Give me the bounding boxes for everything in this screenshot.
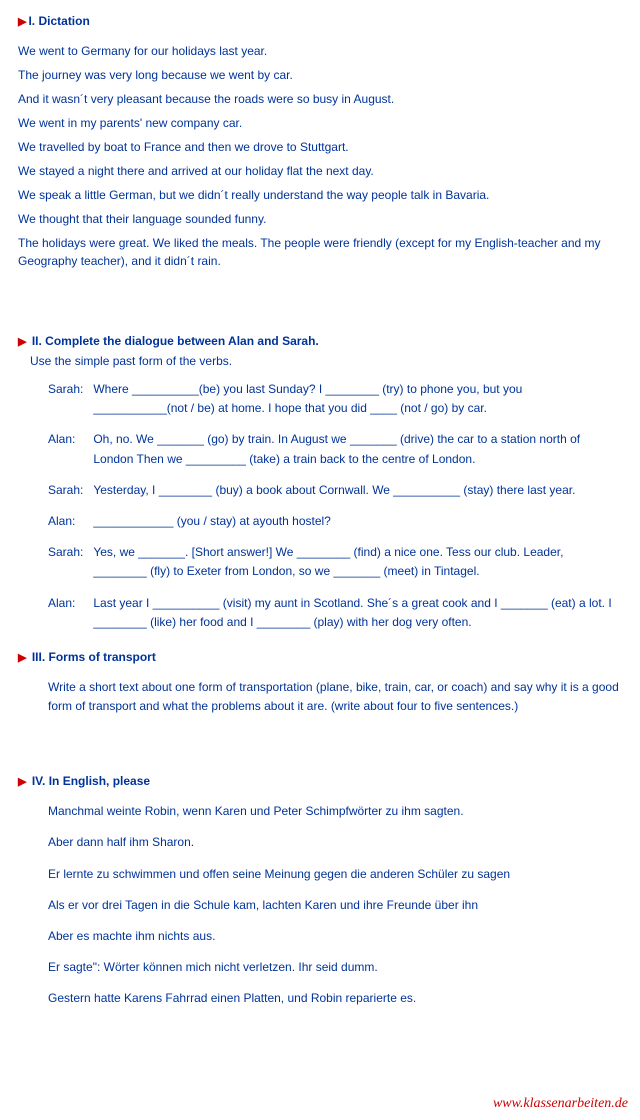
dictation-line: We travelled by boat to France and then … xyxy=(18,138,622,156)
speaker-label: Alan: xyxy=(48,430,90,449)
dictation-line: We stayed a night there and arrived at o… xyxy=(18,162,622,180)
arrow-icon: ▶ xyxy=(18,652,26,664)
translation-line: Er lernte zu schwimmen und offen seine M… xyxy=(48,865,622,884)
speech-text: ____________ (you / stay) at ayouth host… xyxy=(93,512,613,531)
arrow-icon: ▶ xyxy=(18,16,26,28)
speech-text: Oh, no. We _______ (go) by train. In Aug… xyxy=(93,430,613,468)
speech-text: Yes, we _______. [Short answer!] We ____… xyxy=(93,543,613,581)
section-2-subtitle: Use the simple past form of the verbs. xyxy=(30,354,622,368)
dialogue-row: Sarah: Yesterday, I ________ (buy) a boo… xyxy=(48,481,622,500)
dialogue-row: Alan: Oh, no. We _______ (go) by train. … xyxy=(48,430,622,468)
section-4-heading: ▶ IV. In English, please xyxy=(18,774,622,788)
dictation-line: The journey was very long because we wen… xyxy=(18,66,622,84)
translation-line: Gestern hatte Karens Fahrrad einen Platt… xyxy=(48,989,622,1008)
dialogue-row: Alan: Last year I __________ (visit) my … xyxy=(48,594,622,632)
dictation-line: We speak a little German, but we didn´t … xyxy=(18,186,622,204)
section-1-title: I. Dictation xyxy=(28,14,89,28)
dictation-line: We went to Germany for our holidays last… xyxy=(18,42,622,60)
arrow-icon: ▶ xyxy=(18,336,26,348)
speaker-label: Alan: xyxy=(48,512,90,531)
speech-text: Where __________(be) you last Sunday? I … xyxy=(93,380,613,418)
section-1-heading: ▶I. Dictation xyxy=(18,14,622,28)
speech-text: Yesterday, I ________ (buy) a book about… xyxy=(93,481,613,500)
speaker-label: Alan: xyxy=(48,594,90,613)
dictation-line: And it wasn´t very pleasant because the … xyxy=(18,90,622,108)
translation-line: Aber es machte ihm nichts aus. xyxy=(48,927,622,946)
speaker-label: Sarah: xyxy=(48,481,90,500)
translation-line: Er sagte": Wörter können mich nicht verl… xyxy=(48,958,622,977)
dialogue-row: Alan: ____________ (you / stay) at ayout… xyxy=(48,512,622,531)
translation-line: Als er vor drei Tagen in die Schule kam,… xyxy=(48,896,622,915)
dictation-line: The holidays were great. We liked the me… xyxy=(18,234,622,270)
dictation-line: We went in my parents' new company car. xyxy=(18,114,622,132)
arrow-icon: ▶ xyxy=(18,776,26,788)
dialogue-row: Sarah: Where __________(be) you last Sun… xyxy=(48,380,622,418)
dialogue-row: Sarah: Yes, we _______. [Short answer!] … xyxy=(48,543,622,581)
speaker-label: Sarah: xyxy=(48,543,90,562)
section-3-title: III. Forms of transport xyxy=(32,650,156,664)
translation-line: Aber dann half ihm Sharon. xyxy=(48,833,622,852)
speech-text: Last year I __________ (visit) my aunt i… xyxy=(93,594,613,632)
translation-line: Manchmal weinte Robin, wenn Karen und Pe… xyxy=(48,802,622,821)
site-watermark: www.klassenarbeiten.de xyxy=(493,1096,628,1112)
section-4-title: IV. In English, please xyxy=(32,774,150,788)
speaker-label: Sarah: xyxy=(48,380,90,399)
section-2-title: II. Complete the dialogue between Alan a… xyxy=(32,334,319,348)
section-3-text: Write a short text about one form of tra… xyxy=(48,678,622,716)
dictation-line: We thought that their language sounded f… xyxy=(18,210,622,228)
section-2-heading: ▶ II. Complete the dialogue between Alan… xyxy=(18,334,622,348)
section-3-heading: ▶ III. Forms of transport xyxy=(18,650,622,664)
